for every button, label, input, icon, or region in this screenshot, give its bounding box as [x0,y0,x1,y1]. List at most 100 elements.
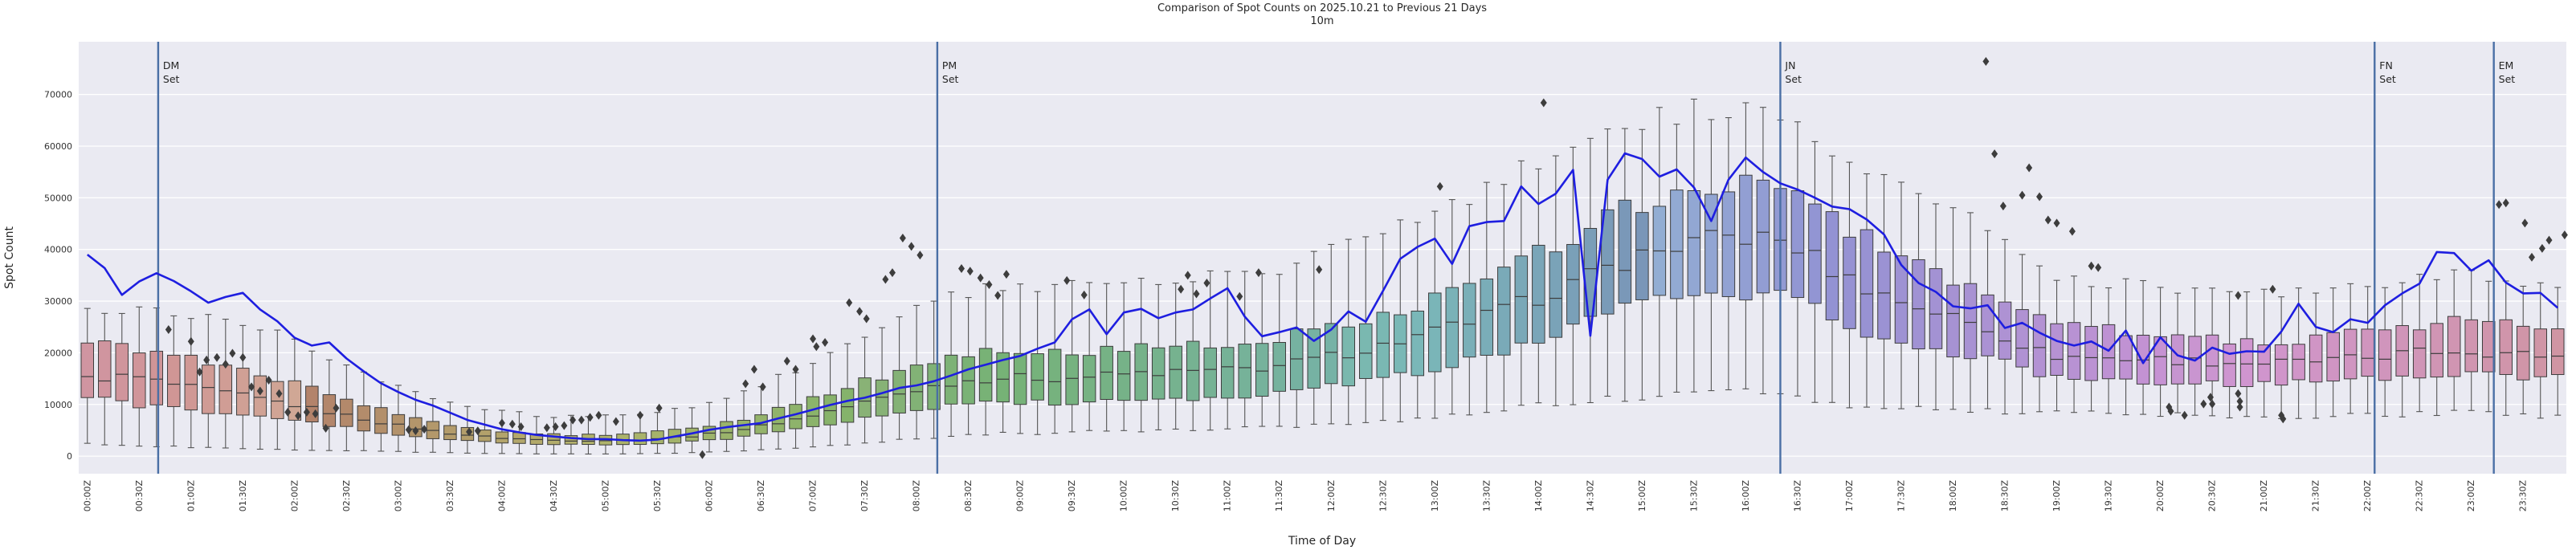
box [1618,199,1632,304]
outlier-diamond [986,279,993,289]
box [1169,345,1182,399]
event-label-em-sub: Set [2499,73,2516,85]
chart-title: Comparison of Spot Counts on 2025.10.21 … [1157,2,1487,14]
box [1756,179,1770,294]
box [374,407,388,434]
outlier-diamond [405,425,412,434]
box [1946,284,1960,358]
box [218,365,233,414]
outlier-diamond [2026,163,2033,173]
box [1497,267,1511,356]
outlier-diamond [1991,149,1998,159]
x-tick-label: 06:30Z [756,480,766,512]
x-tick-label: 13:00Z [1430,480,1440,512]
outlier-diamond [256,386,263,396]
outlier-diamond [1316,265,1323,275]
box [2447,316,2461,377]
x-tick-label: 23:00Z [2466,480,2476,512]
outlier-diamond [2502,198,2509,208]
x-tick-label: 05:00Z [600,480,610,512]
box [737,419,751,437]
outlier-diamond [1255,268,1262,278]
x-tick-label: 17:00Z [1844,480,1855,512]
outlier-diamond [1436,181,1443,191]
outlier-diamond [569,415,577,425]
x-tick-label: 13:30Z [1481,480,1492,512]
event-label-pm: PM [942,59,957,71]
box [1566,243,1580,325]
outlier-diamond [917,250,924,260]
box [253,375,267,417]
box [1031,353,1044,401]
box [1445,287,1459,369]
box [2343,328,2358,380]
x-axis-label: Time of Day [1288,535,1356,548]
x-tick-label: 10:30Z [1170,480,1181,512]
box [823,394,837,426]
outlier-diamond [2496,200,2503,210]
box [1532,244,1545,344]
today-line [86,152,2559,442]
box [460,426,475,442]
x-tick-label: 07:30Z [859,480,870,512]
box [1238,344,1251,399]
box [1808,203,1822,304]
x-tick-label: 06:00Z [704,480,715,512]
box [512,432,526,444]
box [2516,325,2530,381]
outlier-diamond [863,314,870,324]
x-tick-label: 00:30Z [134,480,145,512]
box [2481,320,2496,373]
outlier-diamond [312,409,319,418]
outlier-diamond [792,365,799,374]
x-tick-label: 14:30Z [1585,480,1595,512]
box [2412,329,2427,379]
box [1341,326,1356,387]
x-tick-label: 21:00Z [2259,480,2269,512]
outlier-diamond [2561,230,2568,240]
box [892,369,906,413]
x-tick-label: 21:30Z [2311,480,2321,512]
x-tick-label: 08:30Z [963,480,974,512]
outlier-diamond [214,352,221,362]
box [202,365,215,414]
y-tick-label: 0 [67,451,72,462]
box [2119,335,2133,380]
box [720,421,733,440]
outlier-diamond [561,421,568,430]
outlier-diamond [2545,235,2553,245]
box [1843,236,1856,329]
box [167,354,181,407]
box [2499,319,2513,375]
box [115,343,129,401]
box [1514,255,1529,344]
box [322,394,337,427]
outlier-diamond [2200,399,2207,409]
box [1549,251,1563,338]
outlier-diamond [474,426,481,436]
box [2223,343,2236,387]
outlier-diamond [222,360,229,369]
outlier-diamond [2236,397,2243,406]
outlier-diamond [1203,279,1210,288]
box [840,388,855,423]
box [978,348,993,402]
outlier-diamond [994,291,1002,300]
chart-subtitle: 10m [1310,15,1333,27]
outlier-diamond [2088,261,2095,271]
outlier-diamond [586,413,594,422]
box [1963,283,1978,360]
outlier-diamond [846,298,853,308]
box [1601,209,1615,315]
x-tick-label: 19:30Z [2104,480,2114,512]
box [633,432,647,446]
x-tick-label: 20:30Z [2207,480,2218,512]
x-tick-label: 07:00Z [808,480,819,512]
box [2032,314,2047,377]
box [391,413,406,436]
outlier-diamond [612,417,619,426]
box [271,381,284,419]
outlier-diamond [1540,98,1547,108]
box [2015,309,2029,368]
box [1255,343,1269,397]
